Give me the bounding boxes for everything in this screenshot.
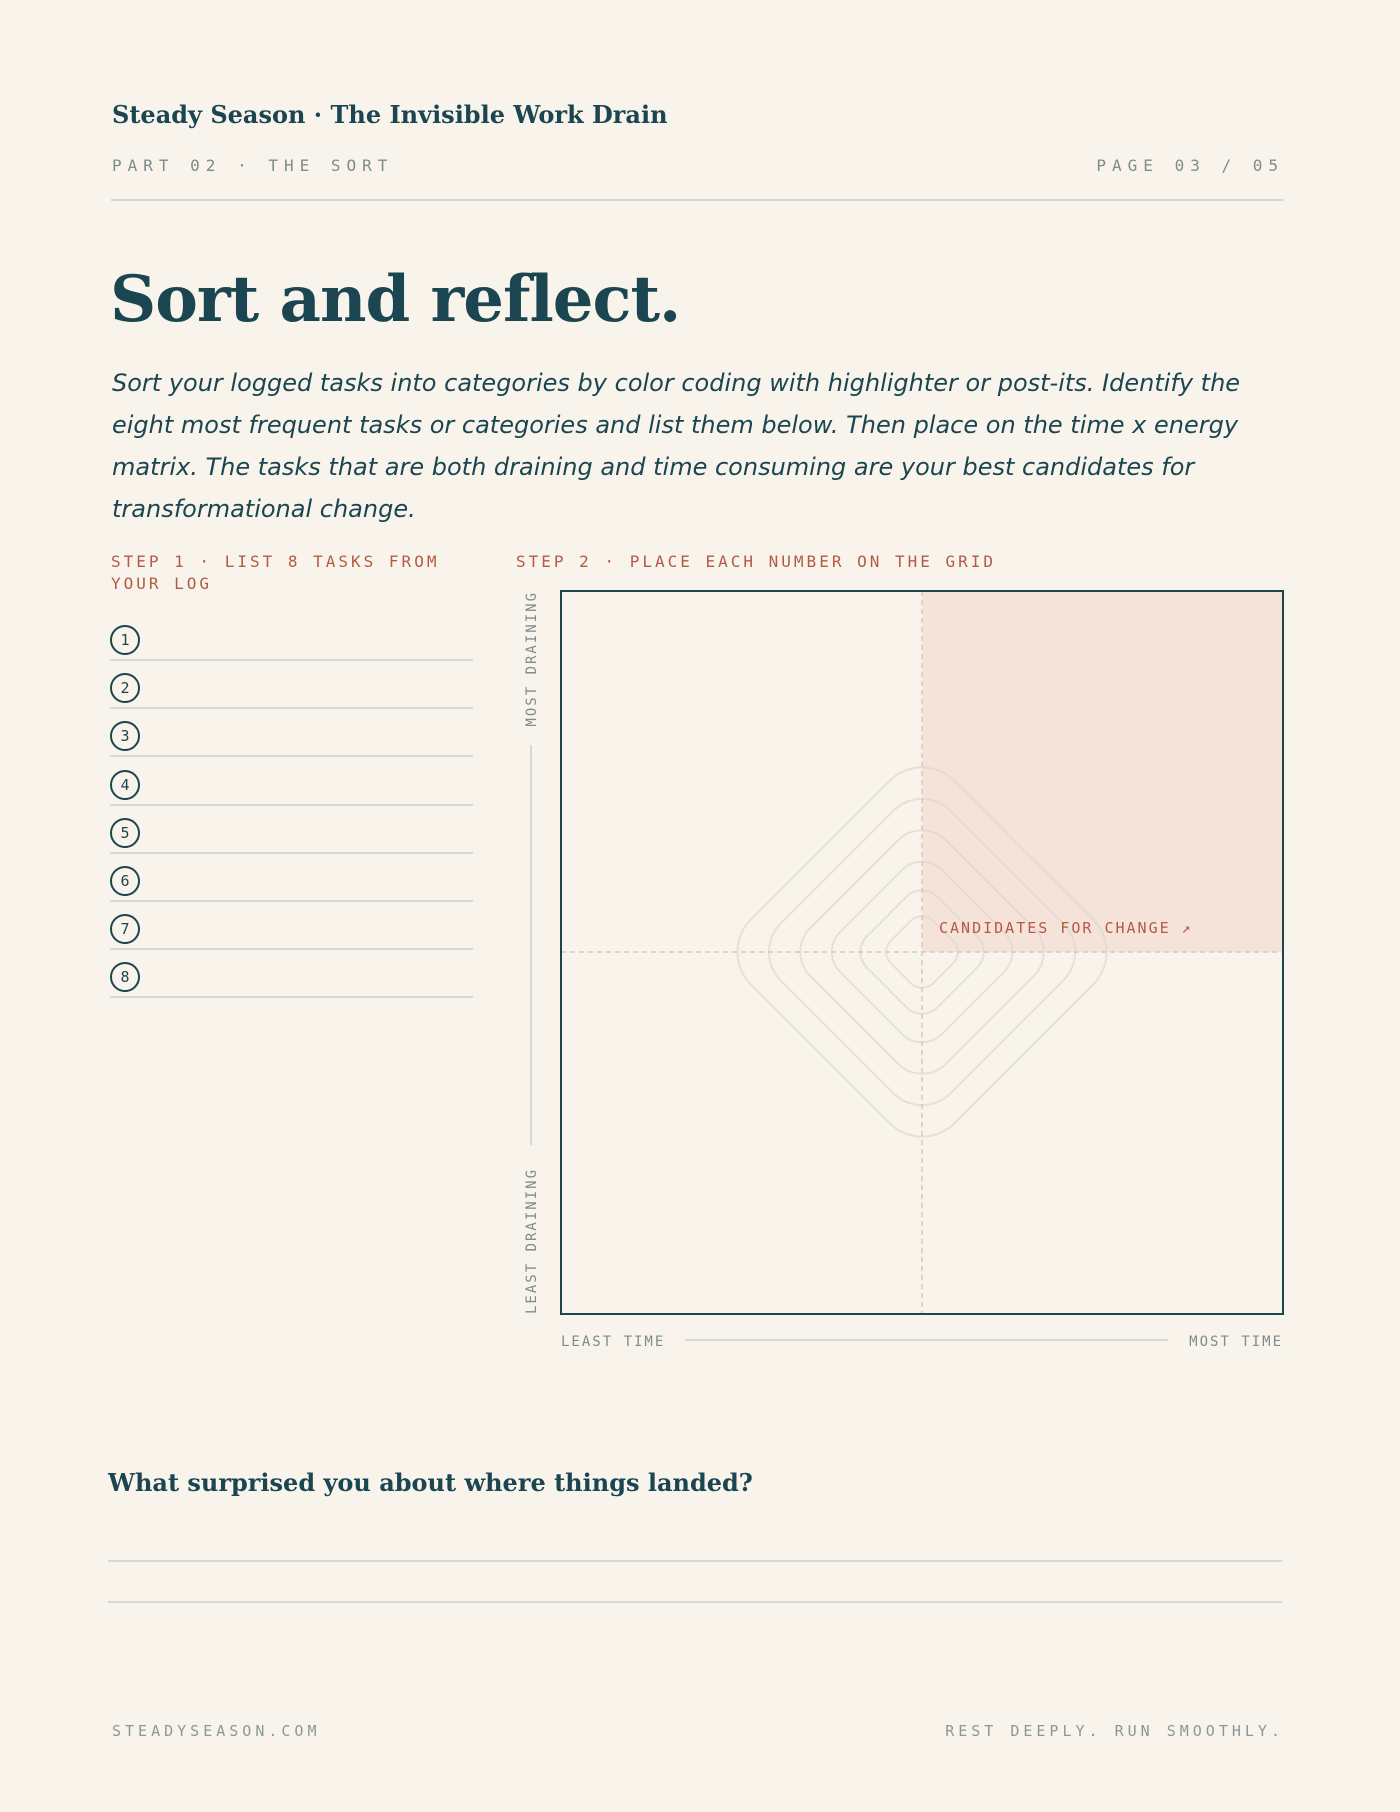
task-row: 6 [110, 852, 473, 902]
matrix: CANDIDATES FOR CHANGE ↗ MOST DRAINING LE… [524, 590, 1284, 1350]
task-number: 7 [110, 914, 140, 945]
decorative-diamonds [736, 766, 1108, 1138]
matrix-frame [560, 590, 1284, 1315]
task-number: 6 [110, 866, 140, 896]
task-row: 3 [110, 707, 473, 758]
task-row: 4 [110, 756, 473, 806]
part-label: PART 02 · THE SORT [112, 156, 394, 175]
x-left-label: LEAST TIME [561, 1334, 665, 1350]
task-number: 1 [110, 625, 140, 655]
y-top-label: MOST DRAINING [524, 591, 540, 727]
task-number: 3 [110, 721, 140, 752]
task-row: 8 [110, 948, 473, 999]
y-bottom-label: LEAST DRAINING [524, 1168, 540, 1314]
step1-label: STEP 1 · LIST 8 TASKS FROM YOUR LOG [111, 552, 440, 593]
highlight-quadrant [922, 591, 1283, 952]
task-number: 4 [110, 769, 140, 800]
answer-line [108, 1601, 1282, 1603]
quadrant-label: CANDIDATES FOR CHANGE ↗ [939, 919, 1193, 937]
task-row: 5 [110, 804, 473, 854]
task-number: 2 [110, 673, 140, 704]
page-label: PAGE 03 / 05 [1096, 156, 1284, 175]
task-number: 8 [110, 962, 140, 993]
footer-left: STEADYSEASON.COM [112, 1722, 321, 1740]
task-number: 5 [110, 817, 140, 848]
step2-label: STEP 2 · PLACE EACH NUMBER ON THE GRID [516, 552, 997, 571]
task-row: 1 [110, 611, 473, 661]
answer-line [108, 1560, 1282, 1562]
task-row: 7 [110, 900, 473, 951]
footer-right: REST DEEPLY. RUN SMOOTHLY. [945, 1722, 1284, 1740]
task-row: 2 [110, 659, 473, 710]
heading: Sort and reflect. [110, 262, 681, 337]
reflection-question: What surprised you about where things la… [108, 1468, 753, 1497]
intro: Sort your logged tasks into categories b… [112, 369, 1241, 523]
header-title: Steady Season · The Invisible Work Drain [112, 100, 668, 129]
header-rule [111, 199, 1284, 201]
x-right-label: MOST TIME [1189, 1334, 1283, 1350]
